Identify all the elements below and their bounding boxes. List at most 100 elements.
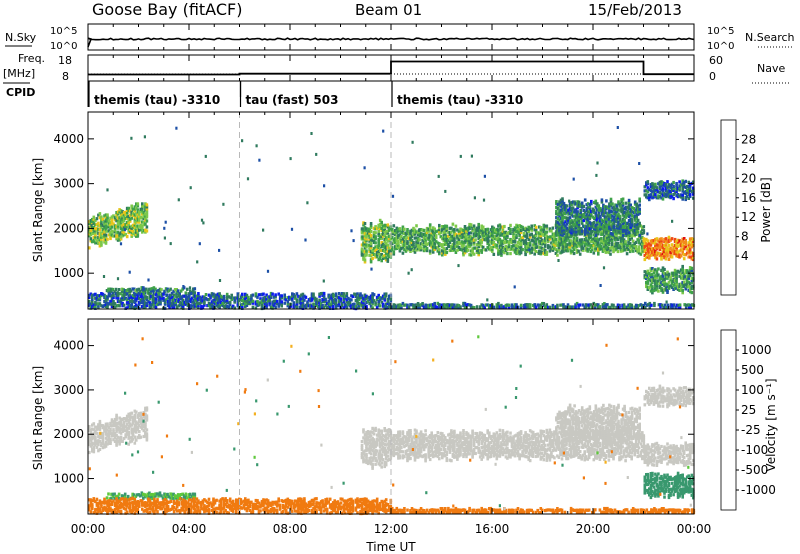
data-cell bbox=[107, 435, 111, 439]
data-cell bbox=[177, 198, 180, 202]
data-cell bbox=[103, 240, 106, 244]
data-cell bbox=[185, 298, 188, 302]
data-cell bbox=[92, 215, 96, 219]
data-cell bbox=[663, 248, 666, 252]
data-cell bbox=[486, 241, 489, 245]
data-cell bbox=[638, 207, 641, 211]
data-cell bbox=[509, 247, 512, 252]
data-cell bbox=[611, 202, 614, 206]
data-cell bbox=[498, 305, 502, 309]
data-cell bbox=[151, 492, 154, 497]
data-cell bbox=[615, 218, 619, 222]
data-cell bbox=[471, 237, 474, 241]
data-cell bbox=[602, 205, 605, 209]
data-cell bbox=[612, 223, 616, 228]
data-cell bbox=[472, 232, 476, 236]
data-cell bbox=[554, 239, 558, 243]
data-cell bbox=[330, 303, 333, 307]
data-cell bbox=[451, 305, 455, 309]
data-cell bbox=[603, 244, 606, 248]
data-cell bbox=[563, 248, 567, 252]
data-cell bbox=[142, 288, 145, 292]
data-cell bbox=[241, 298, 244, 302]
data-cell bbox=[374, 235, 377, 239]
data-cell bbox=[419, 303, 423, 307]
data-cell bbox=[122, 297, 126, 301]
data-cell bbox=[127, 432, 130, 436]
data-cell bbox=[474, 246, 477, 250]
data-cell bbox=[363, 250, 367, 254]
data-cell bbox=[247, 295, 250, 299]
data-cell bbox=[559, 216, 563, 220]
data-cell bbox=[652, 251, 656, 255]
data-cell bbox=[525, 235, 529, 239]
data-cell bbox=[263, 298, 267, 302]
data-cell bbox=[562, 237, 565, 241]
data-cell bbox=[568, 204, 572, 208]
data-cell bbox=[609, 238, 612, 242]
data-cell bbox=[545, 303, 549, 307]
data-cell bbox=[649, 193, 653, 197]
data-cell bbox=[233, 296, 236, 300]
data-cell bbox=[512, 305, 515, 309]
data-cell bbox=[115, 304, 118, 308]
station-title: Goose Bay (fitACF) bbox=[92, 0, 242, 19]
data-cell bbox=[454, 224, 458, 228]
data-cell bbox=[239, 297, 243, 301]
data-cell bbox=[638, 233, 641, 237]
data-cell bbox=[444, 252, 447, 256]
data-cell bbox=[612, 221, 616, 226]
data-cell bbox=[690, 241, 694, 245]
data-cell bbox=[603, 221, 607, 225]
data-cell bbox=[104, 442, 108, 446]
data-cell bbox=[652, 276, 656, 280]
data-cell bbox=[107, 223, 111, 227]
data-cell bbox=[491, 245, 494, 249]
data-cell bbox=[101, 500, 105, 504]
data-cell bbox=[125, 426, 129, 430]
data-cell bbox=[306, 300, 309, 304]
data-cell bbox=[675, 272, 678, 276]
data-cell bbox=[661, 266, 665, 270]
data-cell bbox=[589, 239, 593, 243]
data-cell bbox=[246, 177, 250, 181]
data-cell bbox=[648, 198, 651, 202]
data-cell bbox=[381, 232, 385, 236]
data-cell bbox=[88, 508, 91, 512]
data-cell bbox=[388, 304, 391, 308]
data-cell bbox=[153, 300, 156, 305]
data-cell bbox=[654, 276, 657, 280]
data-cell bbox=[649, 185, 653, 189]
data-cell bbox=[133, 423, 137, 427]
data-cell bbox=[221, 301, 224, 306]
data-cell bbox=[116, 293, 120, 298]
data-cell bbox=[152, 493, 156, 497]
data-cell bbox=[574, 241, 577, 245]
data-cell bbox=[133, 227, 137, 231]
colorbar-tick-label: 28 bbox=[741, 132, 756, 146]
data-cell bbox=[166, 494, 169, 498]
data-cell bbox=[262, 298, 265, 302]
data-cell bbox=[145, 205, 149, 209]
data-cell bbox=[104, 300, 108, 305]
data-cell bbox=[118, 300, 121, 304]
data-cell bbox=[248, 300, 252, 304]
data-cell bbox=[678, 194, 681, 198]
data-cell bbox=[582, 212, 585, 216]
data-cell bbox=[119, 427, 123, 431]
data-cell bbox=[94, 507, 97, 512]
data-cell bbox=[536, 231, 539, 235]
data-cell bbox=[663, 282, 666, 286]
data-cell bbox=[136, 427, 140, 431]
data-cell bbox=[577, 214, 581, 218]
data-cell bbox=[377, 233, 380, 237]
data-cell bbox=[630, 224, 634, 228]
data-cell bbox=[622, 246, 626, 250]
data-cell bbox=[631, 227, 635, 231]
data-cell bbox=[383, 294, 386, 298]
data-cell bbox=[104, 241, 108, 245]
data-cell bbox=[91, 219, 94, 224]
data-cell bbox=[451, 244, 455, 248]
data-cell bbox=[478, 235, 482, 239]
data-cell bbox=[366, 233, 370, 237]
